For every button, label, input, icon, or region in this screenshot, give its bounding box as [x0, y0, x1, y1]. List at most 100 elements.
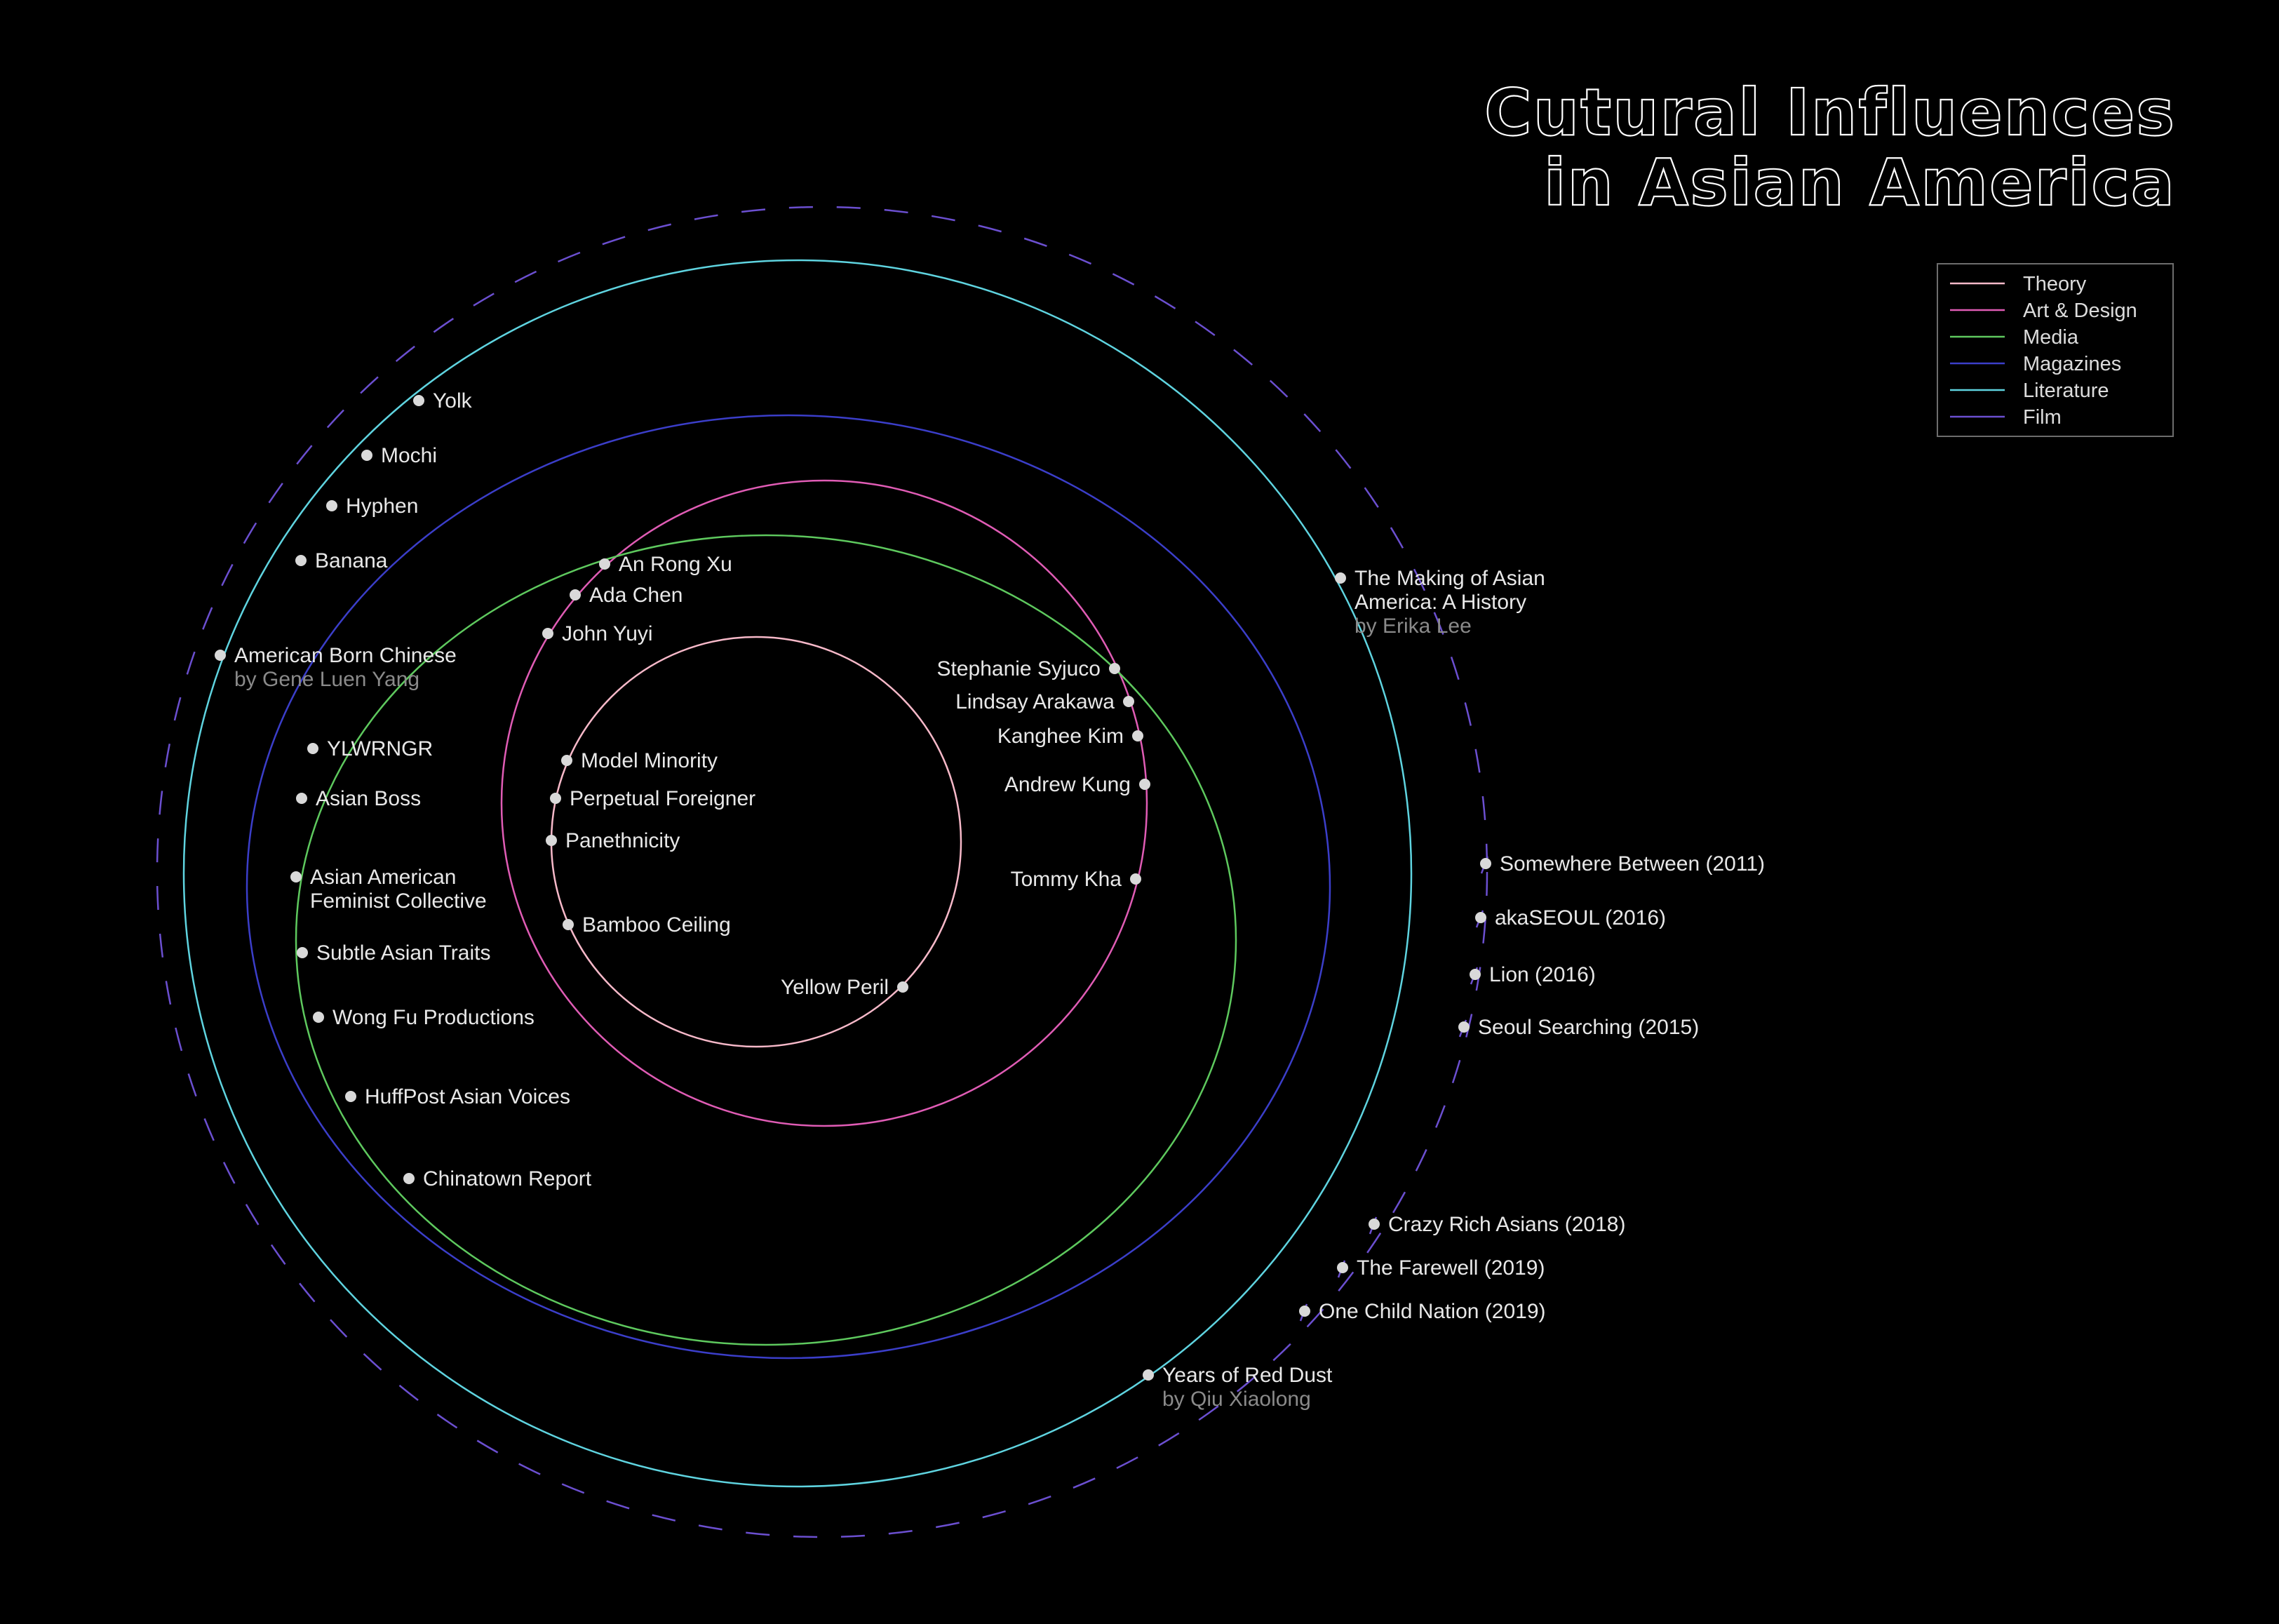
- node-dot: [326, 500, 337, 511]
- node-label: akaSEOUL (2016): [1495, 906, 1666, 930]
- orbit-art-and-design: [500, 479, 1148, 1127]
- node-label: Hyphen: [346, 495, 418, 518]
- node-label: Asian Boss: [316, 787, 421, 810]
- legend-label-media: Media: [2023, 326, 2079, 349]
- node-label: Subtle Asian Traits: [316, 941, 490, 965]
- node-model-minority: Model Minority: [561, 749, 718, 772]
- node-huffpost-asian-voices: HuffPost Asian Voices: [345, 1085, 570, 1108]
- node-stephanie-syjuco: Stephanie Syjuco: [937, 657, 1120, 680]
- legend-label-theory: Theory: [2023, 273, 2087, 295]
- node-yolk: Yolk: [413, 389, 473, 412]
- node-label: American Born Chinese: [234, 644, 457, 667]
- node-dot: [550, 793, 561, 804]
- node-label: Wong Fu Productions: [332, 1006, 535, 1029]
- node-dot: [307, 743, 318, 754]
- node-asian-boss: Asian Boss: [296, 787, 421, 810]
- node-yellow-peril: Yellow Peril: [781, 976, 908, 999]
- node-dot: [403, 1173, 415, 1184]
- node-dot: [1335, 572, 1346, 584]
- title-line-1: Cutural Influences: [1484, 75, 2176, 150]
- node-dot: [570, 589, 581, 600]
- node-label: An Rong Xu: [619, 553, 732, 576]
- node-label: Yellow Peril: [781, 976, 889, 999]
- node-label: Andrew Kung: [1004, 773, 1131, 796]
- node-label: Stephanie Syjuco: [937, 657, 1101, 680]
- node-label: HuffPost Asian Voices: [365, 1085, 570, 1108]
- node-label: Lindsay Arakawa: [955, 690, 1115, 713]
- node-dot: [897, 981, 908, 993]
- node-label: Lion (2016): [1489, 963, 1596, 986]
- orbit-media: [295, 534, 1237, 1346]
- node-one-child-nation-2019: One Child Nation (2019): [1299, 1300, 1546, 1323]
- node-label: Kanghee Kim: [997, 725, 1124, 748]
- node-label: Crazy Rich Asians (2018): [1388, 1213, 1625, 1236]
- node-label: The Making of Asian: [1354, 567, 1545, 590]
- node-lion-2016: Lion (2016): [1470, 963, 1596, 986]
- node-label: YLWRNGR: [327, 737, 433, 760]
- node-dot: [1109, 663, 1120, 674]
- node-dot: [1369, 1219, 1380, 1230]
- node-dot: [215, 650, 226, 661]
- node-label: Model Minority: [581, 749, 718, 772]
- node-chinatown-report: Chinatown Report: [403, 1167, 592, 1190]
- legend-label-literature: Literature: [2023, 380, 2109, 402]
- node-dot: [1480, 858, 1491, 869]
- node-dot: [1139, 779, 1150, 790]
- node-label: Mochi: [381, 444, 437, 467]
- node-tommy-kha: Tommy Kha: [1011, 868, 1141, 891]
- node-wong-fu-productions: Wong Fu Productions: [313, 1006, 535, 1029]
- node-dot: [1130, 873, 1141, 885]
- node-label: John Yuyi: [562, 622, 653, 645]
- legend: Theory Art & Design Media Magazines Literatu…: [1937, 263, 2174, 437]
- node-dot: [1143, 1369, 1154, 1381]
- node-dot: [361, 450, 372, 461]
- node-dot: [542, 628, 553, 639]
- node-dot: [345, 1091, 356, 1102]
- node-seoul-searching-2015: Seoul Searching (2015): [1458, 1016, 1699, 1039]
- node-dot: [599, 558, 610, 570]
- node-label: One Child Nation (2019): [1319, 1300, 1546, 1323]
- node-dot: [413, 395, 424, 406]
- node-label: Chinatown Report: [423, 1167, 592, 1190]
- node-dot: [297, 947, 308, 958]
- node-lindsay-arakawa: Lindsay Arakawa: [955, 690, 1134, 713]
- node-label: Perpetual Foreigner: [570, 787, 755, 810]
- node-dot: [1299, 1306, 1310, 1317]
- node-dot: [563, 919, 574, 930]
- node-label: The Farewell (2019): [1357, 1256, 1545, 1280]
- node-author: by Gene Luen Yang: [234, 668, 419, 691]
- orbit-magazines: [246, 414, 1331, 1360]
- node-label: Ada Chen: [589, 584, 683, 607]
- node-label: Asian American: [310, 866, 456, 889]
- node-bamboo-ceiling: Bamboo Ceiling: [563, 913, 731, 937]
- legend-label-art-and-design: Art & Design: [2023, 300, 2137, 322]
- node-perpetual-foreigner: Perpetual Foreigner: [550, 787, 755, 810]
- node-dot: [1337, 1262, 1348, 1273]
- node-dot: [290, 871, 302, 883]
- node-label-line2: Feminist Collective: [310, 890, 487, 913]
- orbit-film: [156, 206, 1488, 1538]
- node-label: Banana: [315, 549, 388, 572]
- node-dot: [1132, 730, 1143, 741]
- node-dot: [1470, 969, 1481, 980]
- node-label: Somewhere Between (2011): [1500, 852, 1765, 875]
- node-john-yuyi: John Yuyi: [542, 622, 653, 645]
- node-author: by Qiu Xiaolong: [1162, 1388, 1311, 1411]
- title-line-2: in Asian America: [1544, 145, 2176, 220]
- node-the-farewell-2019: The Farewell (2019): [1337, 1256, 1545, 1280]
- node-hyphen: Hyphen: [326, 495, 418, 518]
- orbit-literature: [182, 259, 1413, 1488]
- node-subtle-asian-traits: Subtle Asian Traits: [297, 941, 490, 965]
- node-label-line2: America: A History: [1354, 591, 1526, 614]
- node-dot: [1475, 912, 1486, 923]
- node-dot: [1123, 696, 1134, 707]
- node-akaseoul-2016: akaSEOUL (2016): [1475, 906, 1666, 930]
- node-dot: [295, 555, 307, 566]
- node-label: Panethnicity: [565, 829, 680, 852]
- node-dot: [313, 1012, 324, 1023]
- node-dot: [296, 793, 307, 804]
